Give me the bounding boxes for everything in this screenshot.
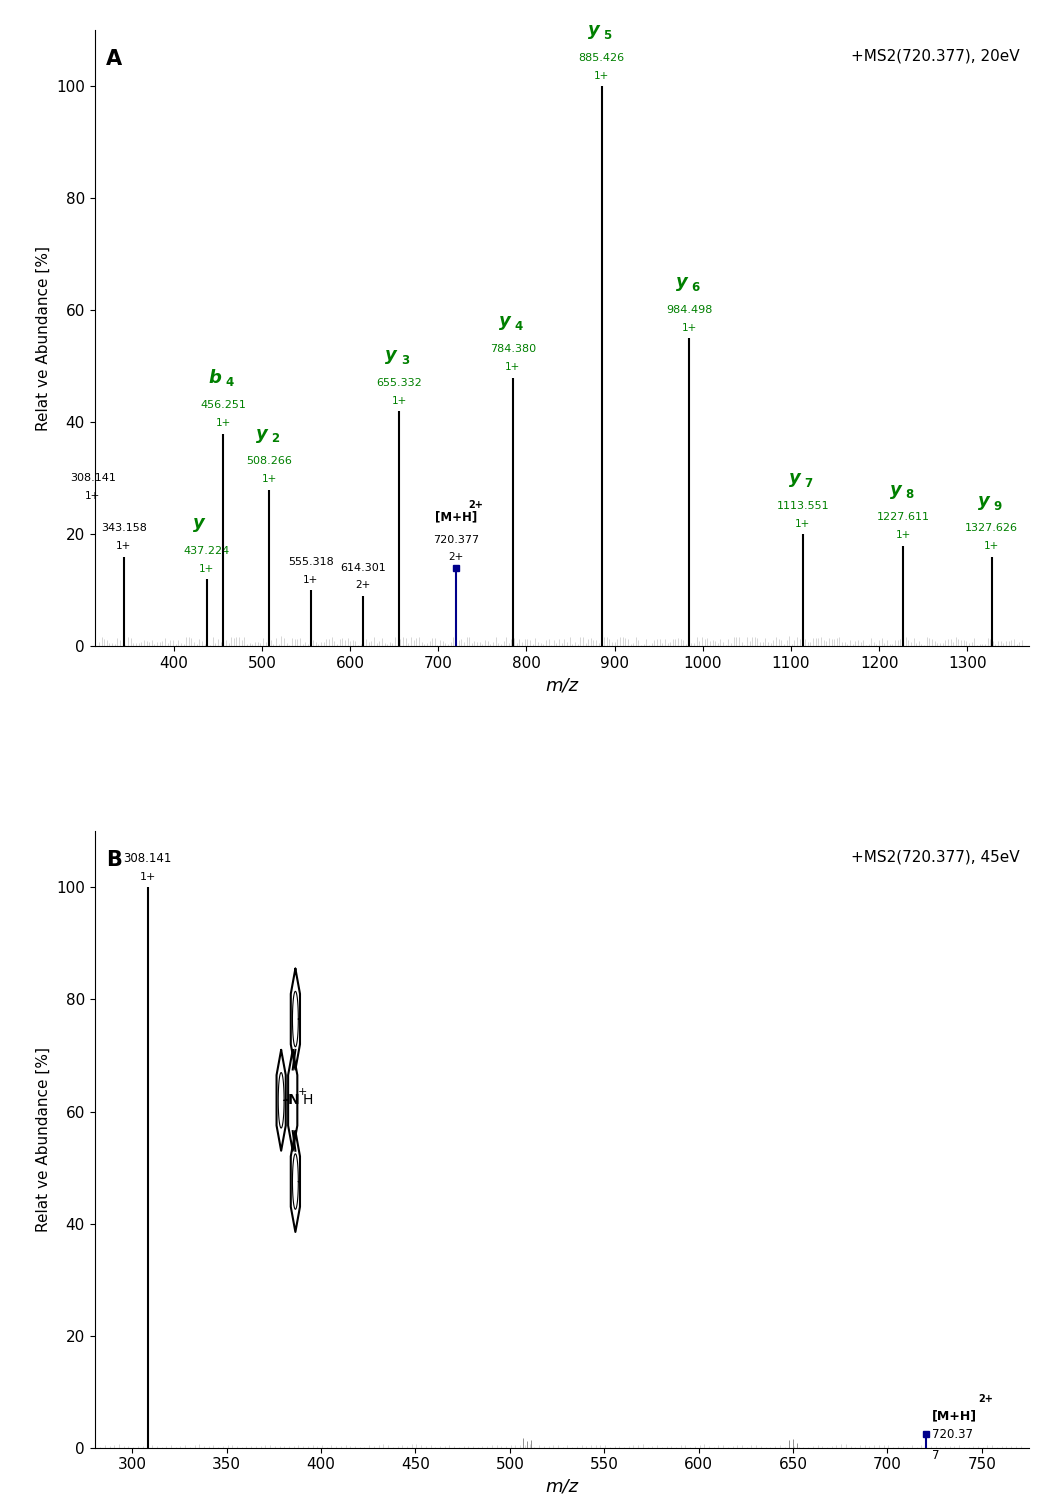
Text: 308.141: 308.141 — [124, 852, 172, 866]
Text: H: H — [302, 1093, 313, 1107]
Text: y: y — [675, 273, 688, 291]
Text: y: y — [979, 492, 990, 510]
Text: 8: 8 — [905, 489, 914, 501]
Text: 1+: 1+ — [261, 474, 277, 484]
Text: y: y — [790, 469, 801, 487]
Text: [M+H]: [M+H] — [931, 1410, 977, 1422]
Text: B: B — [106, 851, 122, 870]
Text: b: b — [209, 368, 222, 386]
Text: 2: 2 — [271, 433, 279, 445]
Text: +MS2(720.377), 20eV: +MS2(720.377), 20eV — [852, 48, 1020, 63]
Text: 2+: 2+ — [355, 581, 371, 591]
Text: 1+: 1+ — [681, 323, 697, 333]
Text: 1+: 1+ — [216, 418, 231, 428]
Text: 7: 7 — [931, 1449, 939, 1461]
Text: 1+: 1+ — [200, 564, 214, 573]
Text: 7: 7 — [804, 477, 813, 490]
Text: N: N — [288, 1093, 299, 1107]
Text: 4: 4 — [225, 377, 233, 389]
X-axis label: m/z: m/z — [545, 677, 579, 695]
Text: y: y — [385, 347, 397, 363]
Text: 2+: 2+ — [448, 552, 464, 562]
Text: 1227.611: 1227.611 — [877, 513, 930, 522]
Text: +: + — [297, 1087, 307, 1096]
Y-axis label: Relat ve Abundance [%]: Relat ve Abundance [%] — [36, 1047, 50, 1232]
Text: 456.251: 456.251 — [201, 400, 247, 410]
Text: 1+: 1+ — [505, 362, 521, 372]
Text: y: y — [256, 425, 268, 442]
Text: 1+: 1+ — [140, 872, 155, 882]
Y-axis label: Relat ve Abundance [%]: Relat ve Abundance [%] — [36, 246, 50, 431]
Text: y: y — [890, 481, 902, 499]
Text: +MS2(720.377), 45eV: +MS2(720.377), 45eV — [852, 851, 1020, 866]
Text: 1+: 1+ — [984, 541, 1000, 552]
Text: 343.158: 343.158 — [101, 523, 147, 534]
Text: 1+: 1+ — [117, 541, 131, 552]
Text: 5: 5 — [604, 29, 612, 42]
X-axis label: m/z: m/z — [545, 1478, 579, 1496]
Text: 9: 9 — [993, 499, 1002, 513]
Text: 1+: 1+ — [594, 71, 609, 80]
Text: 437.224: 437.224 — [184, 546, 230, 556]
Text: 3: 3 — [401, 354, 408, 366]
Text: 508.266: 508.266 — [247, 455, 292, 466]
Text: 6: 6 — [691, 280, 699, 294]
Text: 1327.626: 1327.626 — [965, 523, 1018, 534]
Text: 720.37: 720.37 — [931, 1428, 972, 1442]
Text: 2+: 2+ — [978, 1393, 993, 1404]
Text: 1+: 1+ — [392, 395, 406, 406]
Text: 1+: 1+ — [85, 490, 101, 501]
Text: 555.318: 555.318 — [288, 556, 334, 567]
Text: 984.498: 984.498 — [666, 305, 712, 315]
Text: 784.380: 784.380 — [489, 344, 536, 354]
Text: 885.426: 885.426 — [579, 53, 625, 63]
Text: 1+: 1+ — [795, 519, 811, 529]
Text: 4: 4 — [514, 320, 523, 333]
Text: 1113.551: 1113.551 — [777, 501, 830, 511]
Text: 720.377: 720.377 — [434, 534, 480, 544]
Text: 1+: 1+ — [896, 529, 911, 540]
Text: 614.301: 614.301 — [340, 562, 385, 573]
Text: y: y — [499, 312, 511, 330]
Text: y: y — [588, 21, 600, 39]
Text: y: y — [193, 514, 205, 532]
Text: 308.141: 308.141 — [70, 474, 116, 483]
Text: 655.332: 655.332 — [376, 377, 422, 388]
Text: [M+H]: [M+H] — [435, 511, 478, 523]
Text: 2+: 2+ — [468, 499, 483, 510]
Text: 1+: 1+ — [303, 575, 318, 585]
Text: A: A — [106, 48, 122, 69]
